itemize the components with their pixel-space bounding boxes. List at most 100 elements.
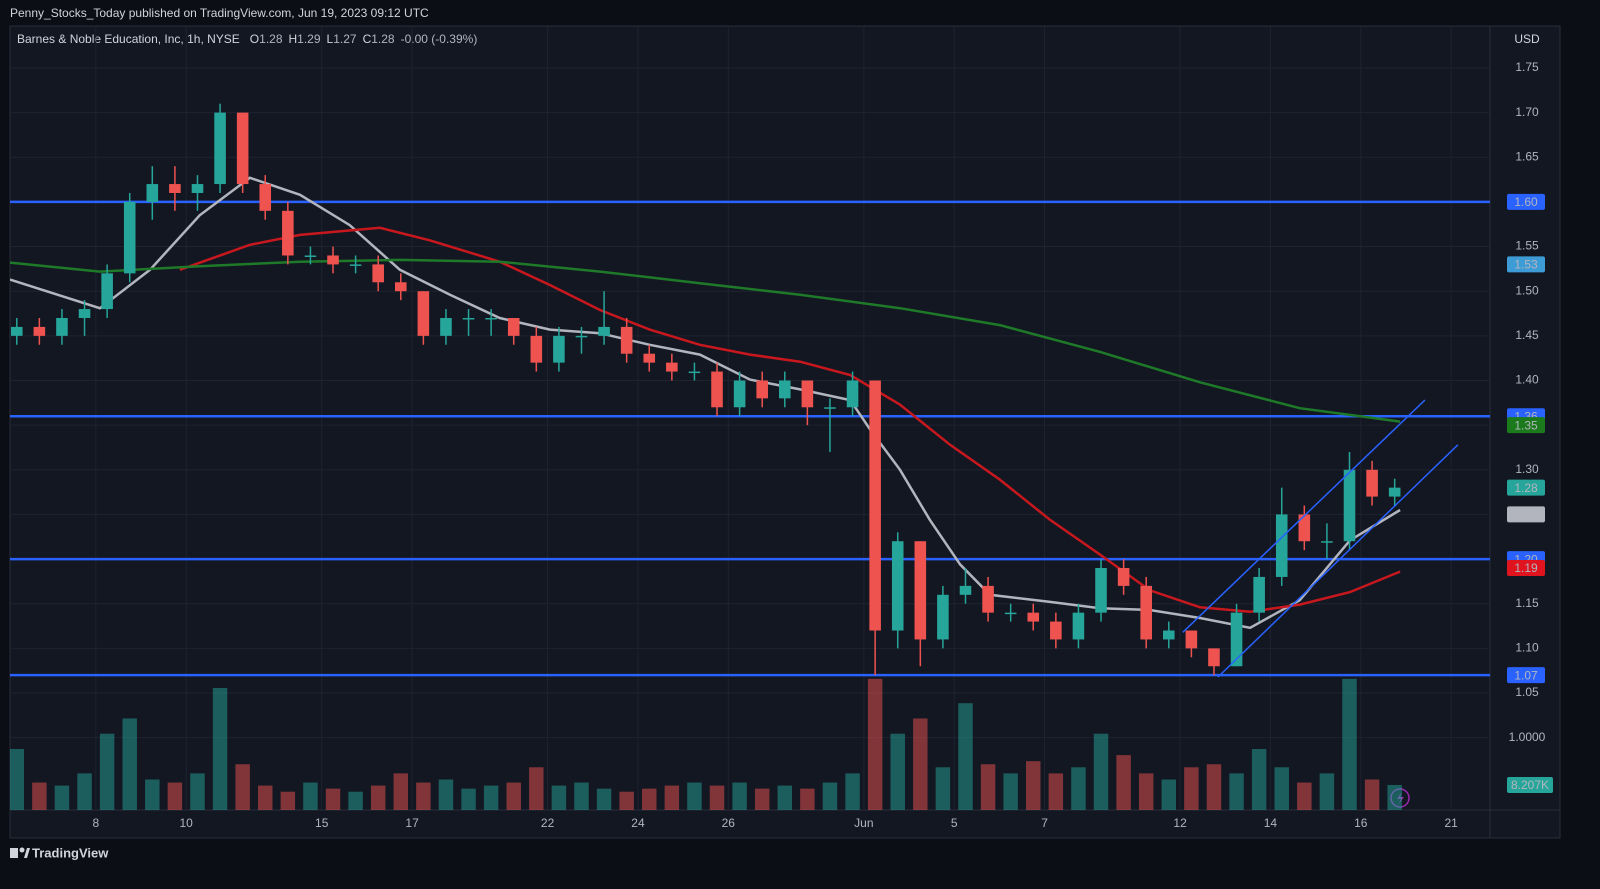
candle-body: [169, 184, 181, 193]
volume-bar: [574, 782, 589, 810]
brand: TradingView: [32, 845, 109, 860]
price-label: 1.25: [1514, 508, 1538, 522]
trend-channel: [1182, 399, 1426, 633]
x-tick-label: 22: [541, 816, 555, 830]
volume-bar: [10, 748, 25, 810]
volume-bar: [1274, 767, 1289, 810]
price-label: 1.28: [1514, 481, 1538, 495]
volume-bar: [145, 779, 160, 810]
candle-body: [259, 184, 272, 211]
volume-bar: [1251, 748, 1267, 810]
volume-label: 8.207K: [1511, 778, 1549, 792]
legend-key: O: [250, 32, 259, 46]
candle-body: [666, 362, 678, 372]
volume-bar: [890, 733, 905, 810]
candle-body: [553, 335, 565, 363]
candle-body: [327, 255, 339, 265]
volume-bar: [1184, 767, 1199, 810]
volume-bar: [754, 788, 770, 810]
volume-bar: [212, 687, 228, 810]
symbol: Barnes & Noble Education, Inc, 1h, NYSE: [17, 32, 240, 46]
candle-body: [1185, 630, 1198, 649]
x-tick-label: 16: [1354, 816, 1368, 830]
volume-bar: [325, 788, 341, 810]
candle-body: [756, 380, 768, 399]
candle-body: [1163, 630, 1175, 640]
candle-body: [846, 380, 859, 408]
candle-body: [1140, 585, 1152, 640]
candle-body: [417, 291, 430, 336]
price-label: 1.53: [1514, 258, 1538, 272]
candle-body: [282, 210, 294, 256]
y-tick-label: 1.75: [1515, 60, 1539, 74]
volume-bar: [1071, 767, 1086, 810]
volume-bar: [1093, 733, 1109, 810]
moving-average: [10, 258, 1401, 423]
volume-bar: [167, 782, 183, 810]
candle-body: [891, 541, 904, 631]
y-tick-label: 1.0000: [1509, 730, 1546, 744]
volume-bar: [1206, 764, 1222, 810]
volume-bar: [190, 773, 205, 810]
volume-bar: [1138, 773, 1154, 810]
candle-body: [507, 317, 520, 336]
candle-body: [688, 371, 701, 374]
plot: [10, 103, 1490, 810]
price-label-box: [1507, 193, 1545, 210]
price-label-box: [1507, 256, 1545, 273]
volume-bar: [348, 791, 363, 810]
price-label-box: [1507, 560, 1545, 577]
candle-body: [1072, 612, 1085, 640]
candle-body: [643, 353, 656, 363]
volume-bar: [664, 785, 680, 810]
candle-body: [779, 380, 791, 399]
candle-body: [937, 594, 949, 640]
candle-body: [1321, 541, 1333, 543]
candle-body: [1208, 648, 1220, 667]
candle-body: [530, 335, 543, 363]
volume-bar: [958, 703, 973, 810]
x-tick-label: 12: [1173, 816, 1187, 830]
price-label: 1.35: [1514, 418, 1538, 432]
volume-bar: [303, 782, 318, 810]
candle-body: [349, 264, 362, 266]
candle-body: [123, 201, 136, 274]
volume-bar: [1342, 678, 1357, 810]
candle-body: [372, 264, 384, 283]
candle-body: [236, 112, 249, 185]
volume-bar: [529, 767, 544, 810]
publisher: Penny_Stocks_Today published on TradingV…: [10, 6, 429, 20]
price-label: 1.60: [1514, 195, 1538, 209]
volume-bar: [777, 785, 793, 810]
x-tick-label: Jun: [854, 816, 873, 830]
y-tick-label: 1.10: [1515, 641, 1539, 655]
candle-body: [1388, 487, 1401, 497]
candle-body: [914, 541, 927, 640]
legend-value: 1.27: [333, 32, 357, 46]
candle-body: [1366, 469, 1378, 497]
candle-body: [1253, 576, 1265, 613]
volume-bar: [1048, 773, 1064, 810]
volume-bar: [506, 782, 521, 810]
y-tick-label: 1.65: [1515, 149, 1539, 163]
volume-bar: [32, 782, 47, 810]
y-tick-label: 1.50: [1515, 283, 1539, 297]
legend-key: H: [289, 32, 298, 46]
legend-value: 1.29: [297, 32, 321, 46]
candle-body: [711, 371, 723, 408]
volume-bar: [461, 788, 476, 810]
volume-bar: [596, 788, 612, 810]
candle-body: [824, 407, 836, 409]
x-tick-label: 17: [405, 816, 419, 830]
candle-body: [10, 326, 23, 336]
volume-bar: [619, 791, 634, 810]
x-tick-label: 14: [1264, 816, 1278, 830]
y-tick-label: 1.70: [1515, 105, 1539, 119]
candle-body: [462, 317, 475, 320]
y-tick-label: 1.40: [1515, 373, 1539, 387]
x-tick-label: 8: [92, 816, 99, 830]
volume-bar: [1116, 755, 1131, 810]
legend-key: C: [363, 32, 372, 46]
candle-body: [78, 309, 91, 318]
volume-bar: [280, 791, 296, 810]
